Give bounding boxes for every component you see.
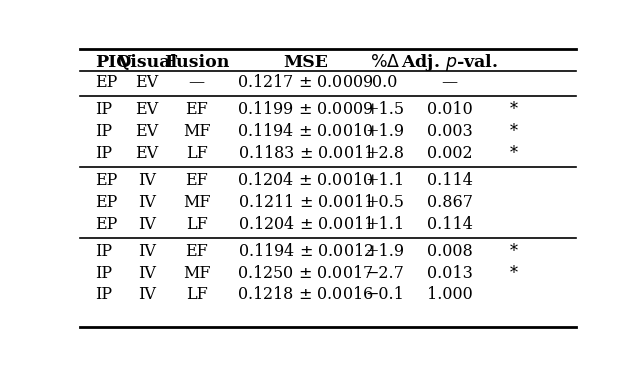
Text: *: * <box>510 145 518 162</box>
Text: LF: LF <box>186 215 207 232</box>
Text: Adj. $p$-val.: Adj. $p$-val. <box>401 52 498 73</box>
Text: *: * <box>510 123 518 140</box>
Text: *: * <box>510 265 518 282</box>
Text: IP: IP <box>95 243 112 260</box>
Text: 0.008: 0.008 <box>427 243 472 260</box>
Text: MSE: MSE <box>284 54 328 71</box>
Text: +1.9: +1.9 <box>365 123 404 140</box>
Text: EV: EV <box>136 145 159 162</box>
Text: Visual: Visual <box>117 54 177 71</box>
Text: +1.1: +1.1 <box>365 172 404 189</box>
Text: 0.1217 $\pm$ 0.0009: 0.1217 $\pm$ 0.0009 <box>237 74 374 91</box>
Text: IP: IP <box>95 123 112 140</box>
Text: —: — <box>189 74 205 91</box>
Text: 1.000: 1.000 <box>427 286 472 303</box>
Text: +2.8: +2.8 <box>365 145 404 162</box>
Text: IV: IV <box>138 265 156 282</box>
Text: EV: EV <box>136 123 159 140</box>
Text: MF: MF <box>183 265 211 282</box>
Text: EP: EP <box>95 172 117 189</box>
Text: EP: EP <box>95 194 117 211</box>
Text: 0.0: 0.0 <box>372 74 397 91</box>
Text: MF: MF <box>183 194 211 211</box>
Text: −0.1: −0.1 <box>365 286 404 303</box>
Text: Fusion: Fusion <box>164 54 229 71</box>
Text: 0.1211 $\pm$ 0.0011: 0.1211 $\pm$ 0.0011 <box>238 194 373 211</box>
Text: EF: EF <box>185 172 208 189</box>
Text: EV: EV <box>136 74 159 91</box>
Text: 0.1250 $\pm$ 0.0017: 0.1250 $\pm$ 0.0017 <box>237 265 374 282</box>
Text: EF: EF <box>185 101 208 118</box>
Text: 0.114: 0.114 <box>427 215 472 232</box>
Text: 0.003: 0.003 <box>427 123 472 140</box>
Text: *: * <box>510 101 518 118</box>
Text: *: * <box>510 243 518 260</box>
Text: —: — <box>442 74 458 91</box>
Text: EP: EP <box>95 74 117 91</box>
Text: +1.9: +1.9 <box>365 243 404 260</box>
Text: IV: IV <box>138 172 156 189</box>
Text: EF: EF <box>185 243 208 260</box>
Text: 0.1183 $\pm$ 0.0011: 0.1183 $\pm$ 0.0011 <box>238 145 373 162</box>
Text: 0.013: 0.013 <box>427 265 472 282</box>
Text: EP: EP <box>95 215 117 232</box>
Text: IP: IP <box>95 265 112 282</box>
Text: 0.114: 0.114 <box>427 172 472 189</box>
Text: IV: IV <box>138 215 156 232</box>
Text: +1.1: +1.1 <box>365 215 404 232</box>
Text: MF: MF <box>183 123 211 140</box>
Text: LF: LF <box>186 286 207 303</box>
Text: $\%\Delta$: $\%\Delta$ <box>370 54 400 71</box>
Text: 0.1199 $\pm$ 0.0009: 0.1199 $\pm$ 0.0009 <box>237 101 374 118</box>
Text: 0.010: 0.010 <box>427 101 472 118</box>
Text: LF: LF <box>186 145 207 162</box>
Text: +0.5: +0.5 <box>365 194 404 211</box>
Text: IV: IV <box>138 243 156 260</box>
Text: 0.1204 $\pm$ 0.0011: 0.1204 $\pm$ 0.0011 <box>238 215 373 232</box>
Text: 0.867: 0.867 <box>426 194 472 211</box>
Text: IP: IP <box>95 286 112 303</box>
Text: IP: IP <box>95 145 112 162</box>
Text: +1.5: +1.5 <box>365 101 404 118</box>
Text: IV: IV <box>138 194 156 211</box>
Text: 0.1194 $\pm$ 0.0010: 0.1194 $\pm$ 0.0010 <box>237 123 374 140</box>
Text: EV: EV <box>136 101 159 118</box>
Text: 0.1218 $\pm$ 0.0016: 0.1218 $\pm$ 0.0016 <box>237 286 374 303</box>
Text: −2.7: −2.7 <box>365 265 404 282</box>
Text: PIQ: PIQ <box>95 54 131 71</box>
Text: 0.1194 $\pm$ 0.0012: 0.1194 $\pm$ 0.0012 <box>237 243 374 260</box>
Text: IV: IV <box>138 286 156 303</box>
Text: 0.002: 0.002 <box>427 145 472 162</box>
Text: 0.1204 $\pm$ 0.0010: 0.1204 $\pm$ 0.0010 <box>237 172 374 189</box>
Text: IP: IP <box>95 101 112 118</box>
